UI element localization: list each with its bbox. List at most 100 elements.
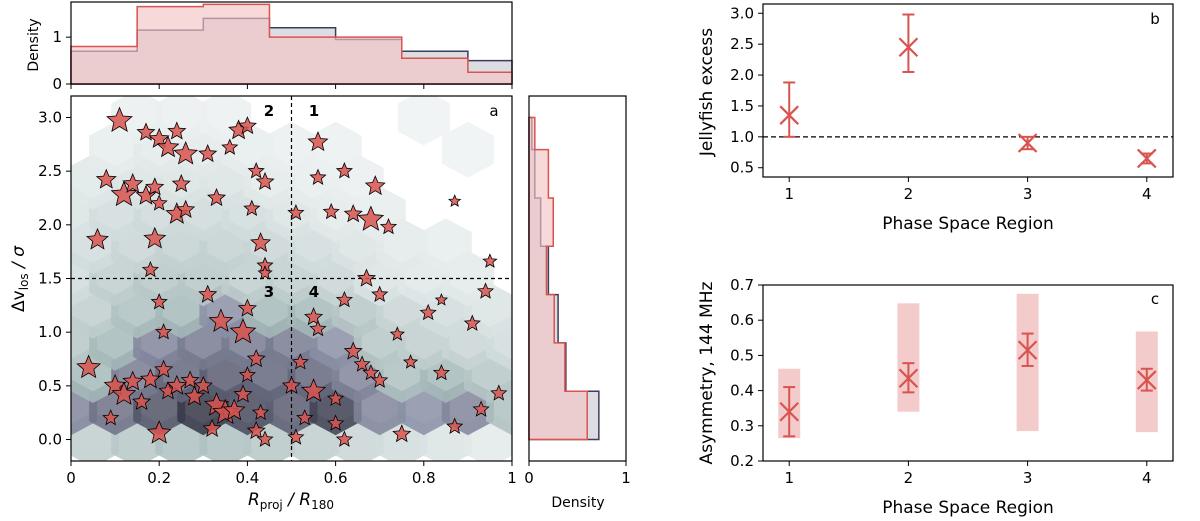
jellyfish-star	[150, 293, 168, 310]
x-tick-label: 3	[1023, 469, 1033, 487]
data-marker	[779, 401, 799, 422]
y-tick-label: 2.5	[38, 162, 62, 180]
panel-c-x-ticks: 1 2 3 4	[784, 461, 1152, 487]
y-tick-label: 0.3	[730, 417, 754, 435]
jellyfish-star	[335, 430, 353, 447]
jellyfish-star	[402, 354, 419, 369]
jellyfish-star	[482, 253, 498, 268]
top-histogram-y-ticks: 01	[52, 28, 71, 93]
jellyfish-star	[255, 171, 275, 191]
y-tick-label: 1.5	[38, 270, 62, 288]
x-tick-label: 1	[507, 469, 517, 487]
jellyfish-star	[419, 303, 437, 321]
jellyfish-star	[252, 403, 270, 421]
hexbin-cell	[419, 218, 472, 275]
jellyfish-star	[281, 375, 302, 394]
jellyfish-star	[343, 204, 363, 223]
jellyfish-star	[301, 378, 326, 402]
jellyfish-star	[364, 175, 386, 196]
jellyfish-star	[202, 418, 222, 437]
histogram-jellyfish	[528, 116, 588, 441]
y-tick-label: 0.0	[38, 431, 62, 449]
jellyfish-star	[322, 202, 340, 220]
jellyfish-star	[250, 232, 272, 253]
panel-c-asymmetry: 1 2 3 4 0.2 0.3 0.4 0.5 0.6 0.7 c Phase Space Re…	[697, 276, 1174, 518]
panel-a-x-ticks: 0 0.2 0.4 0.6 0.8 1	[66, 461, 517, 487]
y-tick-label: 0.4	[730, 382, 754, 400]
jellyfish-star	[176, 199, 196, 218]
hexbin-cell	[155, 96, 208, 146]
jellyfish-star	[180, 370, 200, 389]
jellyfish-star	[296, 409, 314, 426]
right-histogram-frame	[528, 95, 627, 462]
jellyfish-star	[229, 318, 257, 344]
jellyfish-star	[146, 420, 172, 444]
y-tick-label: 1.0	[38, 323, 62, 341]
panel-c-x-axis-label: Phase Space Region	[882, 498, 1054, 518]
jellyfish-star	[150, 194, 168, 211]
y-tick-label: 0.7	[730, 276, 754, 294]
jellyfish-star	[379, 217, 398, 235]
panel-b-x-axis-label: Phase Space Region	[882, 214, 1054, 234]
jellyfish-star	[148, 127, 170, 148]
x-tick-label: 0	[66, 469, 76, 487]
jellyfish-star	[247, 162, 265, 179]
panel-b-markers	[779, 13, 1157, 169]
x-tick-label: 1	[784, 469, 794, 487]
jellyfish-star	[76, 354, 102, 379]
jellyfish-star	[287, 428, 305, 445]
x-tick-label: 0.8	[412, 469, 436, 487]
jellyfish-star	[184, 385, 205, 406]
panel-b-x-ticks: 1 2 3 4	[784, 177, 1152, 203]
jellyfish-star	[221, 138, 239, 155]
jellyfish-star	[233, 384, 253, 403]
jellyfish-star	[389, 326, 406, 341]
jellyfish-star	[353, 355, 371, 372]
jellyfish-star	[335, 162, 353, 179]
jellyfish-star	[362, 363, 380, 381]
top-histogram-frame	[70, 1, 513, 85]
jellyfish-star	[122, 172, 144, 193]
x-tick-label: 4	[1142, 469, 1152, 487]
jellyfish-star	[171, 173, 191, 193]
jellyfish-star	[287, 203, 305, 221]
right-histogram-bars	[528, 116, 600, 441]
panel-label-b: b	[1150, 10, 1160, 28]
x-tick-label: 4	[1142, 185, 1152, 203]
jellyfish-star	[237, 116, 257, 135]
y-tick-label: 1.0	[730, 128, 754, 146]
jellyfish-star	[356, 268, 376, 287]
data-marker	[779, 105, 799, 125]
jellyfish-star	[256, 430, 274, 447]
y-tick-label: 0.5	[38, 377, 62, 395]
y-tick-label: 3.0	[38, 108, 62, 126]
data-marker	[898, 37, 919, 58]
x-tick-label: 1	[784, 185, 794, 203]
top-histogram-x-ticks	[70, 84, 513, 89]
jellyfish-star	[193, 375, 213, 394]
jellyfish-star	[327, 389, 345, 407]
y-tick-label: 2.0	[730, 66, 754, 84]
uncertainty-band	[897, 303, 920, 412]
jellyfish-star	[246, 420, 266, 440]
y-tick-label: 2.0	[38, 216, 62, 234]
jellyfish-star	[309, 168, 327, 185]
jellyfish-star	[155, 323, 173, 340]
hexbin-cell	[397, 96, 450, 146]
panel-a-y-axis-label: Δvlos / σ	[9, 245, 31, 312]
x-tick-label: 0.6	[324, 469, 348, 487]
jellyfish-star	[371, 371, 389, 388]
region-label-1: 1	[309, 102, 319, 120]
jellyfish-star	[327, 414, 345, 431]
y-tick-label: 0.6	[730, 311, 754, 329]
jellyfish-star	[132, 391, 152, 411]
jellyfish-star	[257, 265, 273, 280]
jellyfish-star	[102, 409, 120, 426]
jellyfish-star	[357, 205, 385, 231]
panel-c-y-axis-label: Asymmetry, 144 MHz	[697, 281, 717, 464]
right-histogram-x-label: Density	[551, 495, 604, 511]
panel-a-x-axis-label: Rproj / R180	[248, 490, 334, 512]
y-tick-label: 0.2	[730, 452, 754, 470]
x-tick-label: 2	[904, 185, 914, 203]
